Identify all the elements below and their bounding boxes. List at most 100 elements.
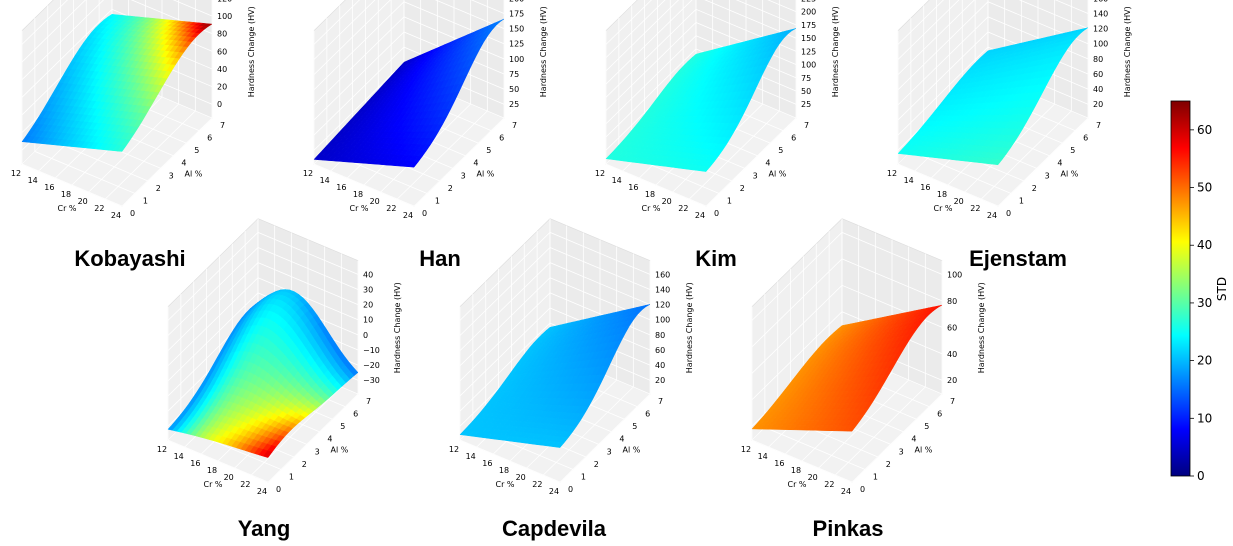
z-tick-label: 120 [1093, 25, 1108, 34]
grid-line [605, 48, 797, 138]
x-tick-label: 20 [224, 473, 234, 482]
x-tick-label: 12 [303, 169, 313, 178]
grid-line [34, 18, 136, 194]
panel-title: Kobayashi [74, 246, 185, 271]
z-tick-label: 0 [217, 100, 222, 109]
y-tick-label: 4 [327, 435, 332, 444]
z-tick-label: 40 [363, 270, 373, 279]
x-tick-label: 14 [174, 452, 184, 461]
z-tick-label: 60 [655, 346, 665, 355]
x-tick-label: 20 [808, 473, 818, 482]
x-tick-label: 18 [353, 190, 363, 199]
y-tick-label: 1 [435, 196, 440, 205]
z-tick-label: 80 [1093, 55, 1103, 64]
y-tick-label: 3 [753, 171, 758, 180]
z-tick-label: 160 [655, 270, 670, 279]
y-tick-label: 4 [1057, 159, 1062, 168]
x-tick-label: 14 [320, 176, 330, 185]
x-axis-label: Cr % [933, 204, 952, 213]
y-tick-label: 1 [581, 472, 586, 481]
x-tick-label: 24 [695, 211, 705, 220]
z-axis-label: Hardness Change (HV) [1123, 6, 1132, 97]
y-tick-label: 3 [461, 171, 466, 180]
grid-line [605, 0, 797, 58]
x-tick-label: 16 [482, 459, 492, 468]
z-tick-label: 175 [509, 10, 524, 19]
z-tick-label: −20 [363, 361, 380, 370]
colorbar-tick-label: 40 [1197, 238, 1212, 252]
y-axis-label: Al % [185, 169, 203, 178]
grid-line [605, 0, 797, 85]
x-tick-label: 24 [841, 487, 851, 496]
z-tick-label: 75 [801, 74, 811, 83]
grid-line [167, 247, 359, 336]
y-tick-label: 2 [156, 184, 161, 193]
z-tick-label: 20 [217, 83, 227, 92]
y-tick-label: 7 [366, 397, 371, 406]
y-tick-label: 4 [619, 435, 624, 444]
z-tick-label: 150 [801, 34, 816, 43]
x-tick-label: 14 [466, 452, 476, 461]
grid-line [459, 277, 651, 367]
x-tick-label: 20 [78, 197, 88, 206]
x-tick-label: 12 [157, 445, 167, 454]
colorbar-tick-label: 60 [1197, 123, 1212, 137]
z-tick-label: 100 [801, 61, 816, 70]
grid-line [897, 46, 1089, 136]
z-tick-label: 60 [947, 323, 957, 332]
y-tick-label: 2 [740, 184, 745, 193]
x-tick-label: 14 [612, 176, 622, 185]
x-tick-label: 24 [403, 211, 413, 220]
x-tick-label: 22 [824, 480, 834, 489]
z-tick-label: 100 [655, 316, 670, 325]
y-tick-label: 6 [499, 134, 504, 143]
y-tick-label: 0 [568, 485, 573, 494]
z-tick-label: 30 [363, 286, 373, 295]
x-tick-label: 24 [987, 211, 997, 220]
grid-line [459, 231, 651, 321]
x-tick-label: 18 [645, 190, 655, 199]
grid-line [313, 0, 360, 45]
y-tick-label: 6 [645, 410, 650, 419]
z-tick-label: 40 [947, 350, 957, 359]
grid-line [21, 0, 213, 63]
z-tick-label: 125 [509, 40, 524, 49]
y-tick-label: 3 [607, 447, 612, 456]
y-tick-label: 5 [340, 422, 345, 431]
y-tick-label: 1 [1019, 196, 1024, 205]
grid-line [313, 0, 505, 75]
x-tick-label: 24 [257, 487, 267, 496]
x-tick-label: 12 [11, 169, 21, 178]
surface-patch [117, 145, 127, 152]
z-tick-label: 80 [217, 30, 227, 39]
y-tick-label: 0 [1006, 209, 1011, 218]
grid-line [21, 30, 123, 207]
y-tick-label: 4 [181, 159, 186, 168]
z-axis-label: Hardness Change (HV) [393, 282, 402, 373]
surface-patch [409, 161, 419, 168]
y-tick-label: 1 [289, 472, 294, 481]
z-tick-label: −30 [363, 376, 380, 385]
z-tick-label: 200 [509, 0, 524, 3]
z-tick-label: 150 [509, 25, 524, 34]
z-tick-label: 20 [655, 376, 665, 385]
y-tick-label: 6 [791, 134, 796, 143]
y-tick-label: 0 [422, 209, 427, 218]
grid-line [167, 306, 269, 483]
x-tick-label: 18 [937, 190, 947, 199]
grid-line [897, 0, 1089, 75]
x-tick-label: 16 [44, 183, 54, 192]
x-axis-label: Cr % [57, 204, 76, 213]
z-tick-label: 40 [217, 65, 227, 74]
colorbar: 0 10 20 30 40 50 60 STD [1170, 100, 1229, 483]
y-tick-label: 4 [911, 435, 916, 444]
x-tick-label: 22 [386, 204, 396, 213]
grid-line [459, 322, 651, 412]
surface-patch [993, 158, 1003, 166]
grid-line [605, 30, 707, 207]
y-axis-label: Al % [769, 169, 787, 178]
surface-patch [701, 165, 711, 172]
